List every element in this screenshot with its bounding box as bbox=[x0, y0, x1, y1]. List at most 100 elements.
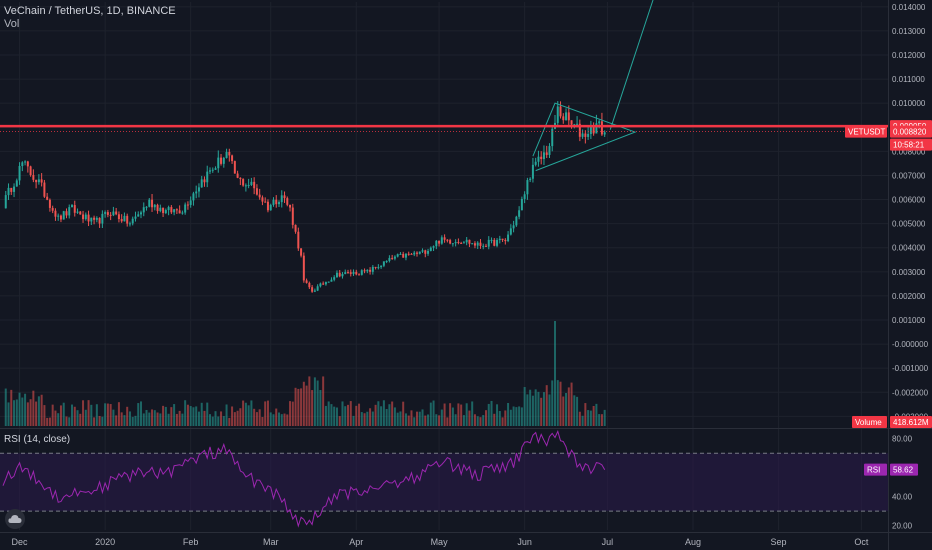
candle-body bbox=[244, 185, 247, 187]
volume-bar bbox=[440, 409, 443, 426]
candle-body bbox=[360, 270, 363, 275]
candle-body bbox=[109, 214, 112, 216]
price-tick-label: -0.002000 bbox=[892, 388, 929, 397]
candle-body bbox=[54, 210, 57, 217]
candle-body bbox=[220, 157, 223, 164]
candle-body bbox=[59, 215, 62, 220]
volume-bar bbox=[71, 404, 73, 426]
candle-body bbox=[73, 205, 76, 213]
triangle-outline bbox=[532, 102, 637, 172]
volume-bar bbox=[573, 395, 576, 426]
volume-bar bbox=[587, 410, 590, 426]
candle-body bbox=[352, 271, 355, 274]
candle-body bbox=[300, 248, 303, 256]
price-tick-label: 0.014000 bbox=[892, 3, 926, 12]
candle-body bbox=[335, 272, 338, 278]
volume-bar bbox=[338, 416, 341, 426]
candle-body bbox=[48, 199, 51, 208]
time-tick-label: Jun bbox=[517, 537, 532, 547]
volume-bar bbox=[54, 410, 57, 426]
candle-body bbox=[551, 128, 554, 147]
volume-bar bbox=[567, 387, 570, 426]
tradingview-cloud-icon[interactable] bbox=[5, 509, 25, 529]
volume-bar bbox=[476, 416, 479, 426]
volume-bar bbox=[297, 388, 300, 426]
volume-bar bbox=[106, 403, 109, 426]
candle-body bbox=[286, 198, 289, 205]
price-tick-label: 0.010000 bbox=[892, 99, 926, 108]
volume-bar bbox=[598, 414, 601, 426]
volume-bar bbox=[59, 405, 62, 426]
volume-bar bbox=[13, 400, 16, 426]
volume-bar bbox=[570, 382, 573, 426]
candle-body bbox=[589, 125, 592, 134]
candle-body bbox=[266, 201, 269, 211]
candle-body bbox=[446, 239, 449, 241]
volume-bar bbox=[529, 389, 532, 426]
volume-bar bbox=[416, 411, 418, 426]
price-tick-label: 0.013000 bbox=[892, 27, 926, 36]
price-tick-label: 0.012000 bbox=[892, 51, 926, 60]
candle-body bbox=[115, 211, 118, 215]
volume-bar bbox=[305, 385, 308, 426]
candle-body bbox=[451, 243, 454, 245]
volume-bar bbox=[355, 405, 358, 426]
candle-body bbox=[454, 242, 457, 244]
candle-body bbox=[548, 146, 551, 155]
volume-bar bbox=[104, 403, 107, 426]
candle-body bbox=[490, 239, 493, 241]
volume-bar bbox=[330, 404, 333, 426]
candle-body bbox=[540, 156, 543, 160]
candle-body bbox=[327, 281, 330, 283]
volume-bar bbox=[203, 410, 206, 426]
countdown-tag-bg bbox=[890, 138, 932, 151]
candle-body bbox=[151, 199, 154, 208]
candle-body bbox=[222, 157, 225, 164]
volume-bar bbox=[429, 402, 432, 426]
candle-body bbox=[117, 214, 120, 220]
volume-legend: Vol bbox=[4, 18, 20, 30]
volume-bar bbox=[335, 407, 338, 426]
candle-body bbox=[534, 161, 537, 165]
volume-bar bbox=[559, 381, 562, 426]
volume-bar bbox=[509, 409, 512, 426]
candle-body bbox=[468, 239, 471, 244]
candle-body bbox=[120, 219, 123, 222]
volume-bar bbox=[137, 403, 140, 426]
volume-bar bbox=[244, 402, 247, 426]
volume-bar bbox=[316, 380, 319, 426]
candle-body bbox=[128, 223, 131, 225]
candle-body bbox=[192, 193, 195, 201]
candle-body bbox=[153, 204, 156, 208]
rsi-tag-bg bbox=[864, 463, 887, 476]
candle-body bbox=[330, 279, 333, 282]
volume-bar bbox=[239, 408, 242, 426]
candle-body bbox=[21, 162, 24, 167]
volume-bar bbox=[247, 405, 250, 426]
candle-body bbox=[344, 272, 347, 275]
candle-body bbox=[142, 207, 145, 213]
volume-bar bbox=[592, 405, 595, 426]
candle-body bbox=[264, 201, 267, 203]
candle-body bbox=[507, 234, 510, 242]
volume-bar bbox=[145, 409, 148, 426]
candle-body bbox=[106, 212, 109, 215]
volume-bar bbox=[363, 413, 366, 426]
candles bbox=[4, 101, 606, 293]
candle-body bbox=[7, 187, 10, 196]
candle-body bbox=[311, 287, 314, 292]
time-tick-label: Dec bbox=[12, 537, 29, 547]
candle-body bbox=[233, 161, 236, 174]
volume-bar bbox=[487, 403, 490, 426]
volume-bar bbox=[175, 413, 178, 426]
volume-value-tag: 418.612M bbox=[893, 418, 929, 427]
volume-bar bbox=[40, 394, 43, 426]
volume-bar bbox=[451, 407, 454, 426]
volume-bar bbox=[515, 407, 518, 426]
volume-bar bbox=[496, 404, 499, 426]
volume-bar bbox=[37, 396, 40, 426]
candle-body bbox=[195, 191, 198, 194]
candle-body bbox=[443, 237, 446, 240]
candle-body bbox=[429, 247, 432, 251]
